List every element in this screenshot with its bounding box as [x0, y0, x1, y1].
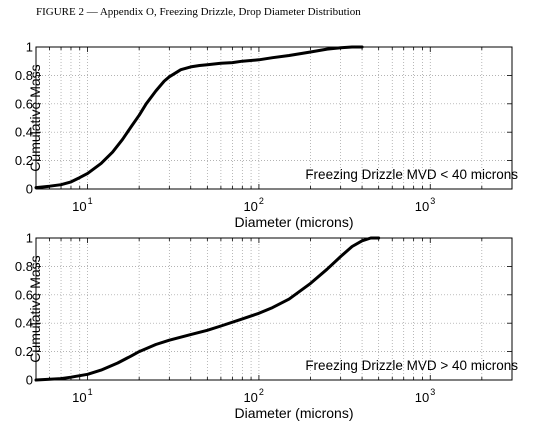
chart2-y-tick-label: 0.4	[15, 316, 33, 331]
chart1-y-tick-label: 0	[26, 182, 33, 197]
chart1-x-tick-label-base: 10	[243, 199, 257, 214]
figure-title: FIGURE 2 — Appendix O, Freezing Drizzle,…	[36, 6, 361, 18]
chart2-x-tick-label-base: 10	[72, 390, 86, 405]
chart2-x-tick-label-exp: 2	[259, 387, 264, 397]
chart1-y-tick-label: 0.8	[15, 68, 33, 83]
chart1-x-tick-label-exp: 2	[259, 196, 264, 206]
chart1-x-tick-label-base: 10	[72, 199, 86, 214]
chart2-annotation-text: Freezing Drizzle MVD > 40 microns	[305, 358, 518, 373]
chart2-y-tick-label: 0	[26, 373, 33, 388]
chart1-x-tick-label-exp: 3	[430, 196, 435, 206]
chart1-x-tick-label-base: 10	[415, 199, 429, 214]
chart1-y-tick-label: 0.6	[15, 96, 33, 111]
chart2-y-tick-label: 1	[26, 231, 33, 246]
chart2-x-tick-label-exp: 3	[430, 387, 435, 397]
chart2-x-axis-label: Diameter (microns)	[234, 405, 353, 421]
chart1-series-line-1	[34, 45, 364, 190]
chart1-x-axis-label: Diameter (microns)	[234, 214, 353, 230]
chart2-plot-frame	[35, 237, 513, 381]
chart1-y-tick-label: 0.2	[15, 153, 33, 168]
chart2-y-tick-label: 0.6	[15, 287, 33, 302]
chart2-y-axis-label: Cumulative Mass	[27, 255, 43, 362]
chart2-y-tick-label: 0.2	[15, 344, 33, 359]
chart2-x-tick-label-base: 10	[415, 390, 429, 405]
chart2-series-line-1	[34, 236, 381, 382]
chart1-plot-frame	[35, 46, 513, 190]
chart1-y-tick-label: 1	[26, 40, 33, 55]
chart1-annotation-text: Freezing Drizzle MVD < 40 microns	[305, 167, 518, 182]
chart1-x-tick-label-exp: 1	[88, 196, 93, 206]
chart1-y-tick-label: 0.4	[15, 125, 33, 140]
chart1-y-axis-label: Cumulative Mass	[27, 64, 43, 171]
chart2-x-tick-label-exp: 1	[88, 387, 93, 397]
chart2-x-tick-label-base: 10	[243, 390, 257, 405]
chart2-y-tick-label: 0.8	[15, 259, 33, 274]
